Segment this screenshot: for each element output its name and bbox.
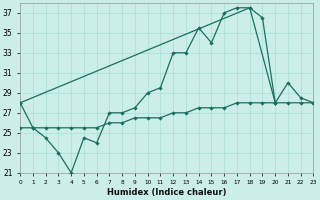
X-axis label: Humidex (Indice chaleur): Humidex (Indice chaleur) (107, 188, 227, 197)
